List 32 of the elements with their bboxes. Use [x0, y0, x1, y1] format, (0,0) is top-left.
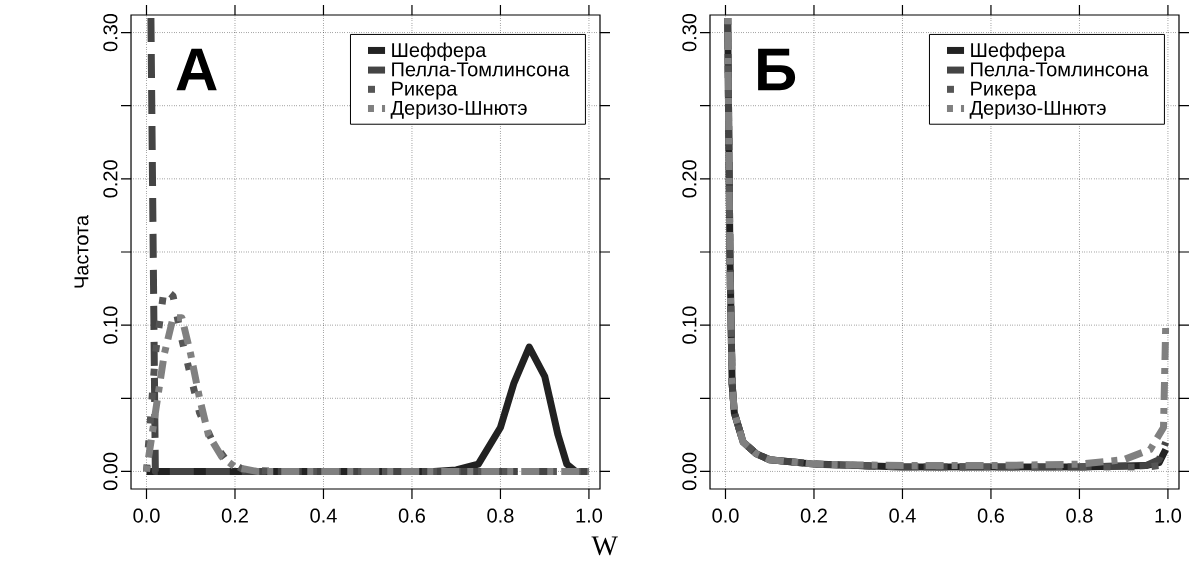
y-tick-label: 0.10 [682, 306, 697, 344]
y-tick-label: 0.20 [682, 160, 697, 198]
x-tick-label: 0.0 [712, 508, 739, 523]
y-tick-label: 0.10 [103, 306, 118, 344]
x-tick-label: 0.6 [398, 508, 425, 523]
legend-label: Рикера [392, 81, 458, 100]
legend-label: Деризо-Шнютэ [390, 100, 527, 119]
y-tick-label: 0.20 [103, 160, 118, 198]
y-tick-label: 0.00 [103, 452, 118, 491]
legend-label: Шеффера [971, 42, 1066, 62]
y-tick-label: 0.00 [682, 452, 697, 491]
legend-label: Рикера [971, 81, 1037, 100]
x-tick-label: 0.6 [977, 508, 1004, 523]
annotation: А [176, 48, 217, 91]
x-tick-label: 0.2 [800, 508, 827, 523]
x-axis-title: W [591, 536, 618, 556]
x-tick-label: 0.4 [310, 508, 337, 523]
x-tick-label: 0.8 [1066, 508, 1093, 523]
y-tick-label: 0.30 [103, 13, 118, 52]
legend-label: Деризо-Шнютэ [969, 100, 1106, 119]
annotation: Б [758, 48, 796, 91]
x-tick-label: 1.0 [1155, 508, 1182, 523]
x-tick-label: 1.0 [576, 508, 603, 523]
legend-label: Пелла-Томлинсона [971, 62, 1149, 77]
legend-label: Шеффера [392, 42, 487, 62]
legend-label: Пелла-Томлинсона [392, 62, 570, 77]
y-axis-title: Частота [74, 214, 89, 288]
x-tick-label: 0.4 [889, 508, 916, 523]
x-tick-label: 0.0 [133, 508, 160, 523]
y-tick-label: 0.30 [682, 13, 697, 52]
x-tick-label: 0.2 [221, 508, 248, 523]
x-tick-label: 0.8 [487, 508, 514, 523]
